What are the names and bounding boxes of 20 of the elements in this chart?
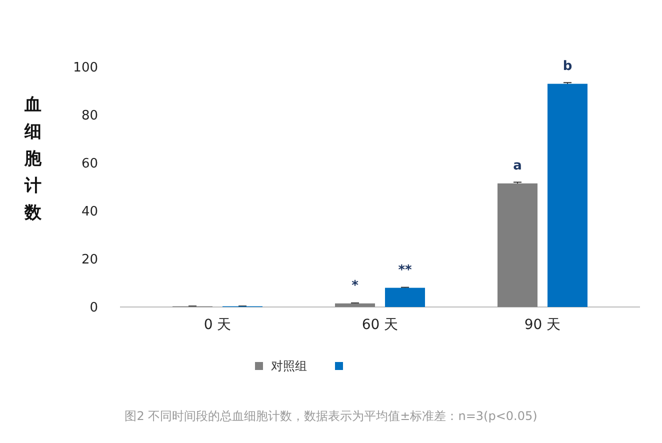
- y-tick-label: 60: [81, 156, 98, 172]
- annotation: b: [562, 58, 572, 74]
- bar: [385, 288, 425, 307]
- x-tick-label: 60 天: [362, 317, 398, 333]
- y-tick-label: 20: [81, 252, 98, 268]
- bar: [335, 303, 375, 307]
- legend-label: 对照组: [271, 359, 307, 373]
- bar: [498, 183, 538, 307]
- y-tick-label: 80: [81, 108, 98, 124]
- y-axis-title: 血细胞计数: [24, 95, 42, 223]
- bar: [548, 84, 588, 307]
- annotation: a: [513, 158, 522, 174]
- annotation: *: [352, 278, 359, 294]
- y-tick-label: 0: [90, 300, 98, 316]
- caption: 图2 不同时间段的总血细胞计数，数据表示为平均值±标准差：n=3(p<0.05): [124, 409, 538, 423]
- x-tick-label: 0 天: [204, 317, 232, 333]
- y-tick-label: 100: [73, 60, 98, 76]
- x-tick-label: 90 天: [524, 317, 561, 333]
- y-tick-label: 40: [81, 204, 98, 220]
- annotation: **: [398, 262, 412, 278]
